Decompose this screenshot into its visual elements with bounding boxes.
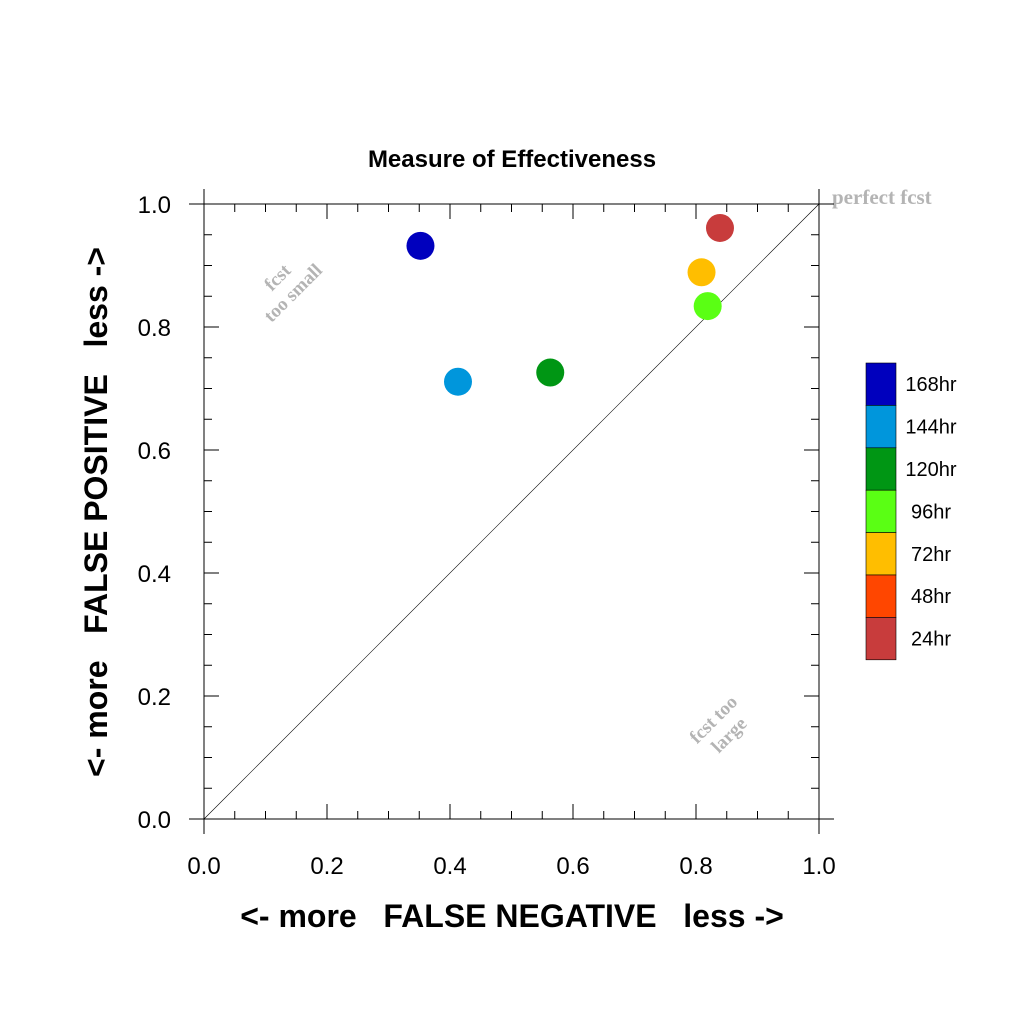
legend-label-96hr: 96hr [911,501,951,523]
x-tick-label: 0.4 [433,853,466,880]
legend-label-144hr: 144hr [905,417,956,439]
legend-label-48hr: 48hr [911,586,951,608]
y-tick-label: 0.2 [138,684,171,711]
point-120hr [536,358,565,387]
y-tick-label: 0.0 [138,807,171,834]
legend-label-24hr: 24hr [911,629,951,651]
point-144hr [443,367,472,396]
data-points [406,213,734,396]
legend-swatch-144hr [865,405,897,449]
legend-label-168hr: 168hr [905,374,956,396]
legend: 168hr 144hr 120hr 96hr 72hr 48hr 24hr [865,362,957,661]
x-tick-label: 0.6 [556,853,589,880]
y-tick-label: 0.8 [138,315,171,342]
legend-swatch-24hr [865,617,897,661]
perfect-fcst-label: perfect fcst [832,185,932,209]
x-axis-label: <- more FALSE NEGATIVE less -> [240,898,784,934]
x-tick-label: 1.0 [802,853,835,880]
x-tick-label: 0.8 [679,853,712,880]
y-tick-label: 1.0 [138,192,171,219]
y-tick-label: 0.4 [138,561,171,588]
legend-swatch-168hr [865,362,897,406]
legend-swatch-48hr [865,574,897,618]
axes: 0.0 0.2 0.4 0.6 0.8 1.0 0.0 0.2 0.4 0.6 0.8 1.0 [138,189,836,880]
x-tick-label: 0.2 [310,853,343,880]
legend-label-120hr: 120hr [905,459,956,481]
legend-label-72hr: 72hr [911,544,951,566]
point-72hr [687,258,716,287]
legend-swatch-120hr [865,447,897,491]
point-96hr [693,292,722,321]
point-24hr [705,213,734,242]
annotations: perfect fcst fcst too small fcst too lar… [260,185,932,757]
y-tick-label: 0.6 [138,438,171,465]
y-axis-label: <- more FALSE POSITIVE less -> [78,247,114,777]
legend-swatch-96hr [865,489,897,533]
x-tick-label: 0.0 [187,853,220,880]
chart-title: Measure of Effectiveness [368,146,656,173]
point-168hr [406,231,435,260]
legend-swatch-72hr [865,532,897,576]
